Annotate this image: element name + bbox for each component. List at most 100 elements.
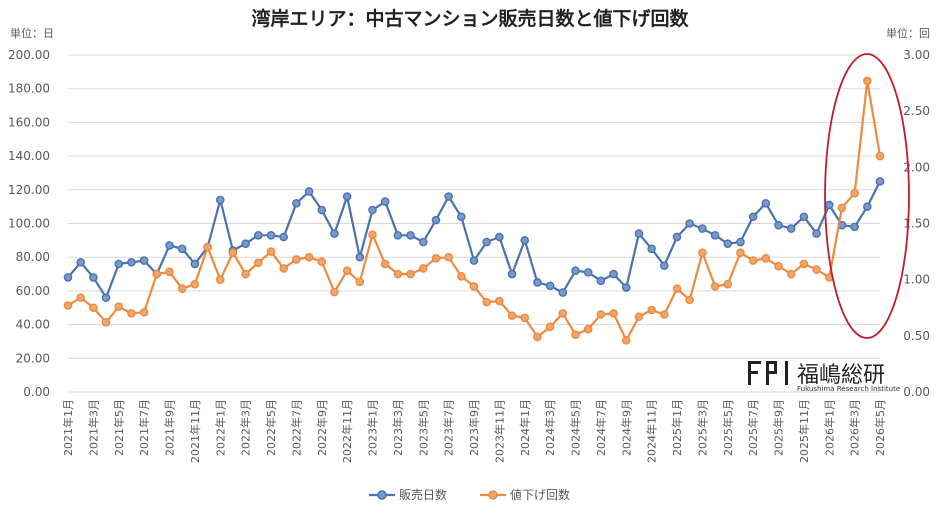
logo-mark-bar-6 (774, 361, 777, 373)
series-2-point (583, 324, 593, 334)
series-1-point (621, 283, 631, 292)
right-axis-unit: 単位：回 (886, 26, 930, 40)
series-2-point (863, 76, 872, 86)
series-2-point (203, 242, 212, 252)
x-tick-label: 2023年7月 (442, 399, 456, 456)
left-tick-label: 140.00 (8, 149, 50, 163)
series-2-point (431, 254, 441, 263)
series-1-point (139, 256, 149, 265)
series-1-point (266, 230, 276, 240)
left-tick-label: 20.00 (16, 351, 50, 365)
series-1-point (317, 205, 327, 215)
left-tick-label: 120.00 (8, 183, 50, 197)
series-1-point (89, 273, 98, 282)
series-2-point (76, 293, 85, 302)
series-1-point (634, 229, 644, 238)
series-2-point (698, 248, 707, 258)
logo-mark-bar-5 (766, 361, 777, 364)
series-2-point (533, 332, 542, 342)
left-tick-label: 180.00 (8, 82, 50, 96)
series-1-point (812, 229, 821, 238)
series-1-point (444, 192, 453, 201)
series-2-point (469, 282, 479, 291)
logo-subtitle: Fukushima Research Institute (797, 385, 900, 393)
series-2-point (177, 284, 187, 293)
series-layer (63, 76, 885, 345)
x-tick-label: 2025年9月 (772, 399, 786, 456)
series-2-point (875, 151, 885, 161)
series-1-point (799, 212, 809, 222)
right-tick-label: 1.50 (903, 217, 930, 231)
series-1-point (761, 198, 771, 208)
right-tick-label: 0.00 (903, 385, 930, 399)
series-1-point (215, 195, 225, 205)
series-2-point (647, 305, 656, 315)
series-1-point (393, 230, 403, 240)
series-2-point (63, 301, 73, 310)
x-tick-label: 2025年5月 (721, 399, 735, 456)
x-tick-label: 2026年5月 (873, 399, 887, 456)
x-tick-label: 2023年5月 (416, 399, 430, 456)
series-2-point (266, 247, 276, 256)
series-2-point (114, 302, 124, 311)
series-1-point (177, 244, 187, 254)
x-tick-label: 2022年3月 (239, 399, 253, 456)
series-2-point (254, 258, 263, 268)
series-1-point (495, 232, 504, 242)
series-1-point (710, 230, 720, 240)
series-2-point (418, 264, 428, 273)
series-1-point (279, 232, 288, 242)
x-tick-label: 2025年11月 (797, 399, 811, 463)
series-1-point (304, 187, 314, 196)
series-line-1 (67, 180, 881, 299)
series-2-point (774, 261, 783, 271)
series-1-point (786, 224, 796, 233)
legend: 販売日数 値下げ回数 (369, 487, 570, 502)
x-tick-label: 2021年5月 (112, 399, 126, 456)
series-2-point (190, 279, 200, 289)
series-2-point (139, 307, 149, 317)
series-1-point (685, 219, 694, 228)
series-2-point (292, 255, 301, 264)
series-1-point (330, 229, 339, 238)
series-2-point (710, 282, 720, 291)
x-tick-label: 2022年7月 (289, 399, 303, 456)
series-2-point (152, 269, 162, 279)
series-2-point (355, 277, 365, 287)
series-1-point (190, 259, 200, 269)
x-tick-label: 2021年1月 (61, 399, 75, 456)
series-2-point (393, 269, 403, 279)
series-1-point (368, 205, 377, 215)
x-tick-label: 2022年1月 (213, 399, 227, 456)
right-tick-label: 0.50 (903, 329, 930, 343)
series-1-point (165, 241, 174, 250)
left-tick-label: 0.00 (23, 385, 50, 399)
series-1-point (355, 252, 365, 262)
series-1-point (571, 266, 580, 275)
right-tick-label: 2.50 (903, 104, 930, 118)
series-1-point (609, 269, 618, 279)
series-2-point (101, 318, 111, 327)
series-2-point (634, 312, 644, 322)
series-1-point (647, 244, 656, 254)
legend-label-2: 値下げ回数 (510, 487, 570, 502)
x-tick-label: 2026年1月 (822, 399, 836, 456)
series-2-point (444, 252, 453, 262)
series-1-point (254, 230, 263, 240)
series-1-point (824, 200, 834, 210)
series-2-point (786, 269, 796, 279)
series-1-point (241, 239, 250, 249)
logo-mark-bar-7 (766, 371, 777, 374)
x-tick-label: 2021年7月 (137, 399, 151, 456)
series-2-point (215, 275, 225, 284)
series-2-point (850, 188, 859, 198)
left-tick-label: 60.00 (16, 284, 50, 298)
series-1-point (114, 259, 124, 269)
series-1-point (101, 293, 111, 302)
series-1-point (863, 202, 872, 211)
series-1-point (596, 276, 606, 286)
series-1-point (748, 212, 758, 222)
series-1-point (672, 232, 682, 242)
x-tick-label: 2021年9月 (163, 399, 177, 456)
series-1-point (533, 278, 542, 287)
